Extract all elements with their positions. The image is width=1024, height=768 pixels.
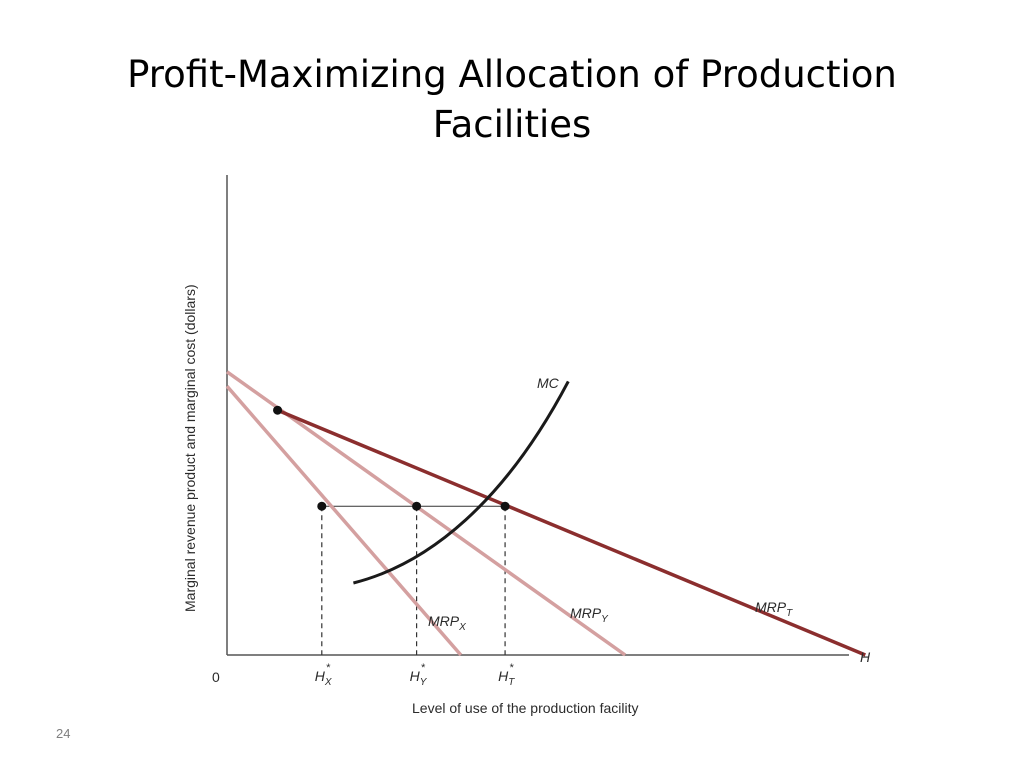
mrpx-label: MRPX <box>428 613 466 633</box>
slide-title-line-1: Profit-Maximizing Allocation of Producti… <box>127 53 897 96</box>
mc-label: MC <box>537 375 560 391</box>
marker-point-1 <box>273 405 283 415</box>
mrpx-line <box>225 385 463 657</box>
origin-label: 0 <box>212 669 220 685</box>
mrpy-line <box>225 370 627 657</box>
tick-label-h-y: HY* <box>410 662 428 688</box>
page-number: 24 <box>56 726 71 741</box>
slide-title: Profit-Maximizing Allocation of Producti… <box>0 50 1024 150</box>
mrpy-label: MRPY <box>570 605 609 625</box>
tick-label-h-x: HX* <box>315 662 332 688</box>
slide-title-line-2: Facilities <box>432 103 592 146</box>
y-axis-title: Marginal revenue product and marginal co… <box>182 284 198 612</box>
marker-point-2 <box>317 501 327 511</box>
mrpt-line <box>276 408 866 657</box>
mc-curve <box>353 380 570 585</box>
mrpt-label: MRPT <box>755 599 793 619</box>
x-axis-end-label: H <box>860 649 871 665</box>
marker-point-3 <box>412 501 422 511</box>
chart-plot: MRPX MRPY MRPT MC HX* HY* HT* <box>225 175 866 688</box>
x-axis-title: Level of use of the production facility <box>412 700 638 716</box>
marker-point-4 <box>500 501 510 511</box>
tick-label-h-t: HT* <box>498 662 515 688</box>
